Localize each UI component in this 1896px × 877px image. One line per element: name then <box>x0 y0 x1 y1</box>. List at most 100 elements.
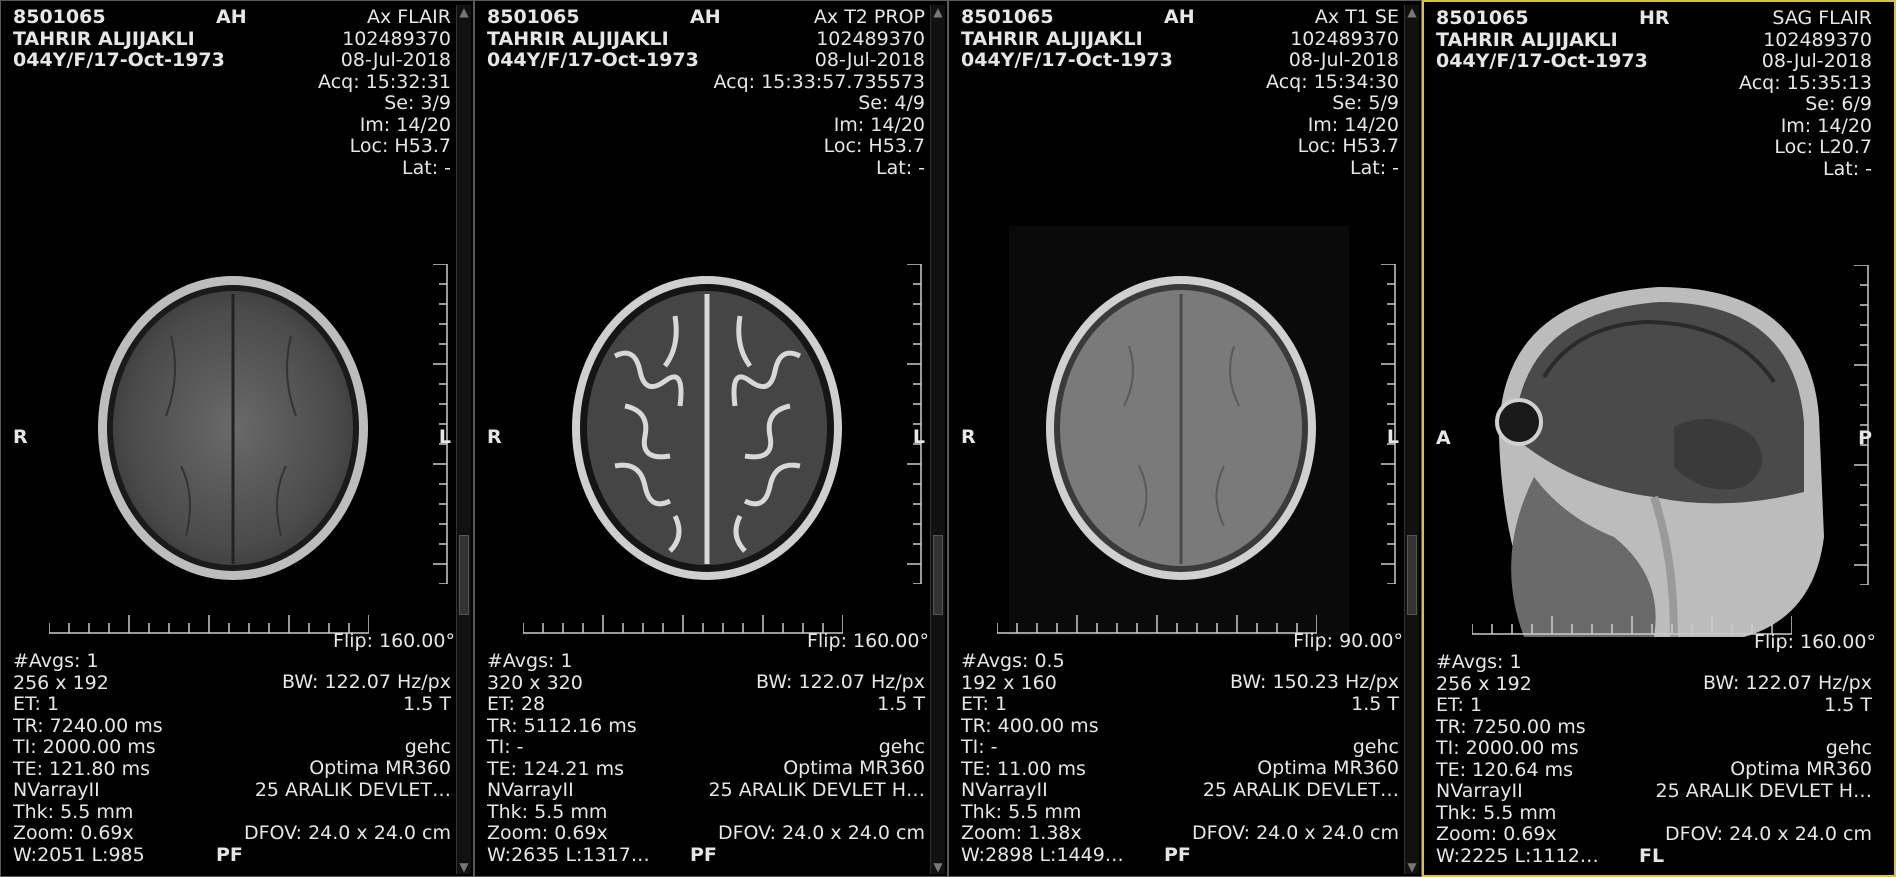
slice-thickness: Thk: 5.5 mm <box>13 800 134 823</box>
averages: #Avgs: 0.5 <box>961 650 1065 672</box>
coil-name: NVarrayII <box>961 779 1048 801</box>
accession-number: 102489370 <box>1290 27 1399 50</box>
patient-id: 8501065 <box>961 6 1054 28</box>
scroll-up-icon[interactable]: ▲ <box>459 5 469 19</box>
orientation-left: R <box>961 426 976 448</box>
viewport-ax-flair[interactable]: 8501065 TAHRIR ALJIJAKLI 044Y/F/17-Oct-1… <box>0 0 474 877</box>
mri-image-sagittal-flair[interactable] <box>1424 207 1882 657</box>
patient-age: 044Y/F/17-Oct-1973 <box>13 49 225 71</box>
image-scrollbar[interactable]: ▲ ▼ <box>1404 5 1419 874</box>
echo-time: TE: 124.21 ms <box>487 757 624 780</box>
patient-info: 8501065 TAHRIR ALJIJAKLI 044Y/F/17-Oct-1… <box>13 6 225 72</box>
acquisition-time: Acq: 15:34:30 <box>1266 70 1399 93</box>
patient-age: 044Y/F/17-Oct-1973 <box>961 49 1173 71</box>
institution: 25 ARALIK DEVLET H… <box>1655 779 1873 802</box>
scroll-down-icon[interactable]: ▼ <box>933 860 943 874</box>
laterality: Lat: - <box>402 156 451 179</box>
study-info: Ax T2 PROP 102489370 08-Jul-2018 Acq: 15… <box>713 6 925 179</box>
viewport-ax-t2-prop[interactable]: 8501065 TAHRIR ALJIJAKLI 044Y/F/17-Oct-1… <box>474 0 948 877</box>
coil-name: NVarrayII <box>487 779 574 801</box>
echo-time: TE: 11.00 ms <box>961 757 1086 780</box>
image-scrollbar[interactable]: ▲ ▼ <box>930 5 945 874</box>
field-strength: 1.5 T <box>403 692 451 715</box>
bandwidth: BW: 122.07 Hz/px <box>282 671 451 693</box>
orientation-left: R <box>13 426 28 448</box>
slice-location: Loc: H53.7 <box>823 135 925 157</box>
scrollbar-thumb[interactable] <box>459 535 469 615</box>
vertical-scale-ruler <box>433 264 448 584</box>
vendor: gehc <box>1352 735 1399 758</box>
scanner-info: BW: 122.07 Hz/px 1.5 T gehc Optima MR360… <box>709 671 926 844</box>
orientation-top: HR <box>1639 7 1670 29</box>
vertical-scale-ruler <box>907 264 922 584</box>
coil-name: NVarrayII <box>1436 780 1523 802</box>
patient-age: 044Y/F/17-Oct-1973 <box>487 49 699 71</box>
orientation-bottom: PF <box>690 844 717 866</box>
image-scrollbar[interactable]: ▲ ▼ <box>456 5 471 874</box>
scroll-down-icon[interactable]: ▼ <box>1407 860 1417 874</box>
acquisition-params: #Avgs: 1 320 x 320 ET: 28 TR: 5112.16 ms… <box>487 650 650 866</box>
accession-number: 102489370 <box>816 27 925 50</box>
flip-angle: Flip: 160.00° <box>333 630 455 652</box>
patient-id: 8501065 <box>1436 7 1529 29</box>
scroll-up-icon[interactable]: ▲ <box>933 5 943 19</box>
inversion-time: TI: 2000.00 ms <box>13 736 156 758</box>
vendor: gehc <box>878 735 925 758</box>
averages: #Avgs: 1 <box>1436 651 1522 673</box>
scanner-model: Optima MR360 <box>783 757 925 779</box>
orientation-right: P <box>1858 427 1872 449</box>
orientation-bottom: FL <box>1639 845 1665 867</box>
series-number: Se: 4/9 <box>858 92 925 114</box>
patient-info: 8501065 TAHRIR ALJIJAKLI 044Y/F/17-Oct-1… <box>487 6 699 72</box>
institution: 25 ARALIK DEVLET… <box>254 778 451 801</box>
patient-age: 044Y/F/17-Oct-1973 <box>1436 50 1648 72</box>
series-description: Ax T2 PROP <box>813 6 925 28</box>
scanner-model: Optima MR360 <box>1730 758 1872 780</box>
scrollbar-thumb[interactable] <box>933 535 943 615</box>
matrix-size: 192 x 160 <box>961 671 1057 694</box>
scanner-info: BW: 150.23 Hz/px 1.5 T gehc Optima MR360… <box>1192 671 1399 844</box>
window-level: W:2225 L:1112… <box>1436 844 1599 867</box>
orientation-bottom: PF <box>1164 844 1191 866</box>
scrollbar-thumb[interactable] <box>1407 535 1417 615</box>
vendor: gehc <box>1825 736 1872 759</box>
inversion-time: TI: - <box>961 736 998 758</box>
acquisition-time: Acq: 15:35:13 <box>1739 71 1872 94</box>
orientation-right: L <box>912 426 925 448</box>
field-strength: 1.5 T <box>877 692 925 715</box>
zoom-level: Zoom: 0.69x <box>13 822 134 844</box>
mri-image-axial-t2[interactable] <box>475 206 933 656</box>
patient-name: TAHRIR ALJIJAKLI <box>1436 28 1618 51</box>
echo-train: ET: 28 <box>487 693 546 715</box>
accession-number: 102489370 <box>1763 28 1872 51</box>
mri-image-axial-t1[interactable] <box>949 206 1407 656</box>
matrix-size: 256 x 192 <box>13 671 109 694</box>
scroll-down-icon[interactable]: ▼ <box>459 860 469 874</box>
scroll-up-icon[interactable]: ▲ <box>1407 5 1417 19</box>
series-number: Se: 6/9 <box>1805 93 1872 115</box>
field-strength: 1.5 T <box>1824 693 1872 716</box>
series-number: Se: 3/9 <box>384 92 451 114</box>
horizontal-scale-ruler <box>49 615 369 634</box>
slice-location: Loc: H53.7 <box>349 135 451 157</box>
image-number: Im: 14/20 <box>1307 113 1399 136</box>
coil-name: NVarrayII <box>13 779 100 801</box>
mri-image-axial-flair[interactable] <box>1 206 459 656</box>
zoom-level: Zoom: 0.69x <box>487 822 608 844</box>
orientation-top: AH <box>216 6 247 28</box>
viewport-ax-t1-se[interactable]: 8501065 TAHRIR ALJIJAKLI 044Y/F/17-Oct-1… <box>948 0 1422 877</box>
inversion-time: TI: 2000.00 ms <box>1436 737 1579 759</box>
study-info: Ax T1 SE 102489370 08-Jul-2018 Acq: 15:3… <box>1266 6 1399 179</box>
bandwidth: BW: 150.23 Hz/px <box>1230 671 1399 693</box>
acquisition-time: Acq: 15:33:57.735573 <box>713 70 925 93</box>
image-number: Im: 14/20 <box>359 113 451 136</box>
averages: #Avgs: 1 <box>487 650 573 672</box>
scanner-model: Optima MR360 <box>309 757 451 779</box>
bandwidth: BW: 122.07 Hz/px <box>1703 672 1872 694</box>
viewport-sag-flair[interactable]: 8501065 TAHRIR ALJIJAKLI 044Y/F/17-Oct-1… <box>1422 0 1896 877</box>
inversion-time: TI: - <box>487 736 524 758</box>
acquisition-time: Acq: 15:32:31 <box>318 70 451 93</box>
horizontal-scale-ruler <box>1472 616 1792 635</box>
flip-angle: Flip: 160.00° <box>807 630 929 652</box>
orientation-top: AH <box>690 6 721 28</box>
